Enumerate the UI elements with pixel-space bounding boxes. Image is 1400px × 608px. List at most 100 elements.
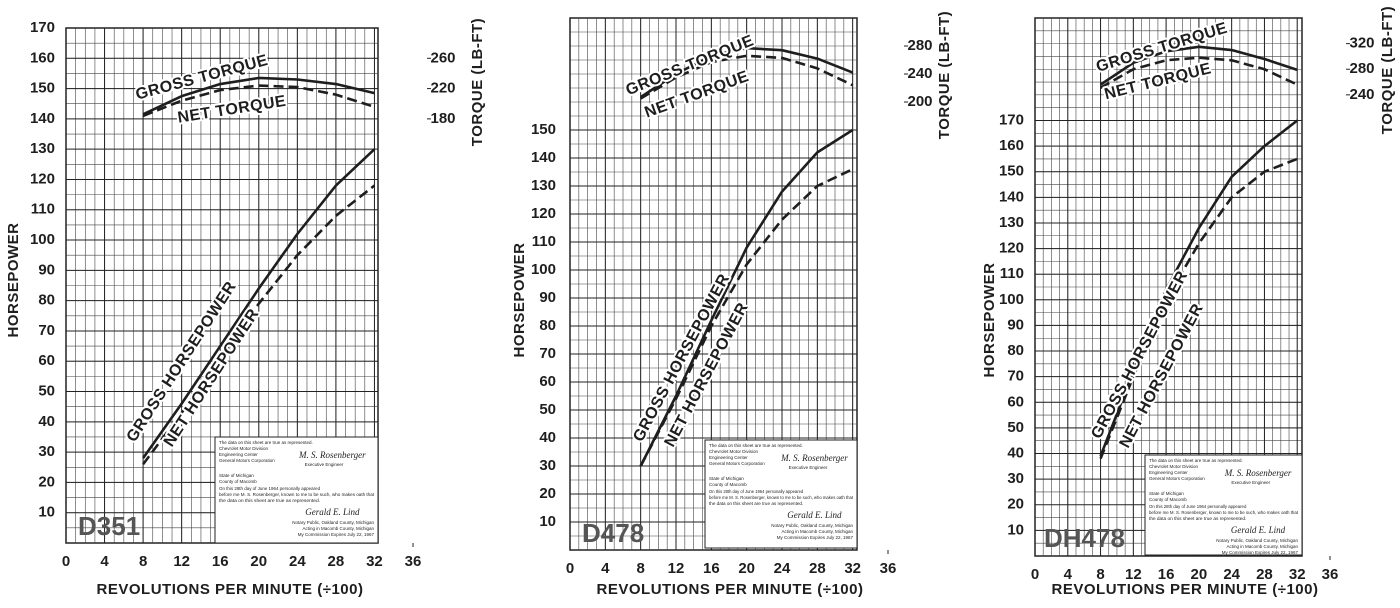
x-tick-label: 16 [1158, 566, 1175, 583]
y-tick-label: 120 [999, 240, 1024, 257]
certificate-text: General Motors Corporation [709, 461, 765, 466]
y-tick-label: 100 [30, 231, 55, 248]
y-tick-label: 50 [539, 401, 556, 418]
y-tick-label: 60 [539, 373, 556, 390]
certificate-text: Acting in Macomb County, Michigan [782, 529, 854, 534]
certificate-text: the data on this sheet are true as repre… [1149, 516, 1246, 521]
y-tick-label: 80 [1007, 342, 1024, 359]
certificate-text: Executive Engineer [1231, 480, 1270, 485]
series-line [142, 76, 375, 116]
y-tick-label: 170 [999, 111, 1024, 128]
y-tick-label: 120 [531, 205, 556, 222]
certificate-box [1144, 454, 1303, 556]
x-tick-label: 0 [62, 553, 70, 570]
certificate-text: On this 28th day of June 1964 personally… [709, 489, 804, 494]
y-tick-label: 160 [30, 49, 55, 66]
y-tick-label: 70 [38, 322, 55, 339]
y-tick-label: 100 [999, 291, 1024, 308]
y-tick-label: 90 [1007, 316, 1024, 333]
y-tick-label: 40 [539, 429, 556, 446]
y2-tick-label: 200 [907, 93, 932, 110]
certificate-text: before me M. S. Rosenberger, known to me… [219, 492, 375, 497]
y2-tick-label: 280 [907, 37, 932, 54]
y-tick-label: 40 [38, 413, 55, 430]
x-tick-label: 20 [738, 560, 755, 577]
y2-tick-label: 240 [907, 65, 932, 82]
series-line [1099, 45, 1298, 86]
certificate-text: Notary Public, Oakland County, Michigan [292, 520, 374, 525]
y-tick-label: 60 [38, 352, 55, 369]
certificate-text: My Commission Expires July 22, 1967 [1222, 550, 1299, 555]
x-tick-label: 8 [1096, 566, 1104, 583]
x-tick-label: 36 [880, 560, 897, 577]
y-tick-label: 80 [539, 317, 556, 334]
certificate-text: County of Macomb [709, 482, 747, 487]
y-tick-label: 110 [31, 201, 55, 218]
certificate-text: On this 28th day of June 1964 personally… [219, 486, 321, 491]
certificate-text: State of Michigan [1149, 491, 1184, 496]
y-tick-label: 30 [1007, 470, 1024, 487]
y-tick-label: 70 [539, 345, 556, 362]
x-tick-label: 28 [328, 553, 345, 570]
series-line [1099, 56, 1298, 89]
series-line [142, 184, 376, 466]
y-axis-title: HORSEPOWER [511, 242, 528, 357]
x-tick-label: 0 [566, 560, 574, 577]
x-tick-label: 28 [1256, 566, 1273, 583]
y-tick-label: 50 [1007, 419, 1024, 436]
series-line [1099, 119, 1299, 457]
chart-title: D478 [582, 518, 644, 548]
y-tick-label: 140 [999, 188, 1024, 205]
certificate-text: The data on this sheet are true as repre… [709, 443, 803, 448]
signature: M. S. Rosenberger [1224, 468, 1292, 478]
y-tick-label: 110 [532, 233, 556, 250]
certificate-text: General Motors Corporation [219, 458, 275, 463]
y-tick-label: 150 [30, 80, 55, 97]
y-tick-label: 80 [38, 292, 55, 309]
certificate-text: Acting in Macomb County, Michigan [303, 526, 375, 531]
y-tick-label: 140 [531, 149, 556, 166]
x-tick-label: 12 [1125, 566, 1142, 583]
x-tick-label: 20 [250, 553, 267, 570]
certificate-text: The data on this sheet are true as repre… [1149, 458, 1243, 463]
certificate-text: Chevrolet Motor Division [709, 449, 759, 454]
series-line [142, 148, 376, 459]
certificate-text: the data on this sheet are true as repre… [709, 501, 803, 506]
chart-title: D351 [78, 511, 140, 541]
y2-axis-title: TORQUE (LB-FT) [469, 18, 486, 146]
certificate-text: Chevrolet Motor Division [1149, 464, 1199, 469]
y-tick-label: 90 [38, 261, 55, 278]
y2-tick-label: 240 [1349, 86, 1374, 103]
x-tick-label: 16 [703, 560, 720, 577]
y-tick-label: 120 [30, 170, 55, 187]
y-tick-label: 150 [999, 163, 1024, 180]
y-tick-label: 130 [999, 214, 1024, 231]
y-tick-label: 140 [30, 110, 55, 127]
certificate-text: Notary Public, Oakland County, Michigan [771, 523, 853, 528]
x-tick-label: 36 [1322, 566, 1339, 583]
y-tick-label: 70 [1007, 368, 1024, 385]
x-tick-label: 12 [173, 553, 190, 570]
y2-axis-title: TORQUE (LB-FT) [936, 11, 953, 139]
x-tick-label: 0 [1031, 566, 1039, 583]
y-axis-title: HORSEPOWER [981, 262, 998, 377]
x-tick-label: 24 [774, 560, 791, 577]
signature: Gerald E. Lind [1231, 525, 1286, 535]
x-tick-label: 24 [289, 553, 306, 570]
certificate-text: County of Macomb [219, 479, 257, 484]
x-tick-label: 4 [601, 560, 610, 577]
certificate-text: Engineering Center [1149, 470, 1188, 475]
certificate-text: My Commission Expires July 22, 1967 [298, 532, 375, 537]
x-tick-label: 4 [100, 553, 109, 570]
certificate-text: Acting in Macomb County, Michigan [1227, 544, 1299, 549]
y-tick-label: 50 [38, 382, 55, 399]
x-tick-label: 16 [212, 553, 229, 570]
x-axis-title: REVOLUTIONS PER MINUTE (÷100) [97, 581, 364, 598]
y2-tick-label: 180 [430, 110, 455, 127]
signature: M. S. Rosenberger [780, 453, 848, 463]
x-tick-label: 28 [809, 560, 826, 577]
certificate-text: before me M. S. Rosenberger, known to me… [709, 495, 854, 500]
y-tick-label: 160 [999, 137, 1024, 154]
chart-title: DH478 [1044, 523, 1125, 553]
